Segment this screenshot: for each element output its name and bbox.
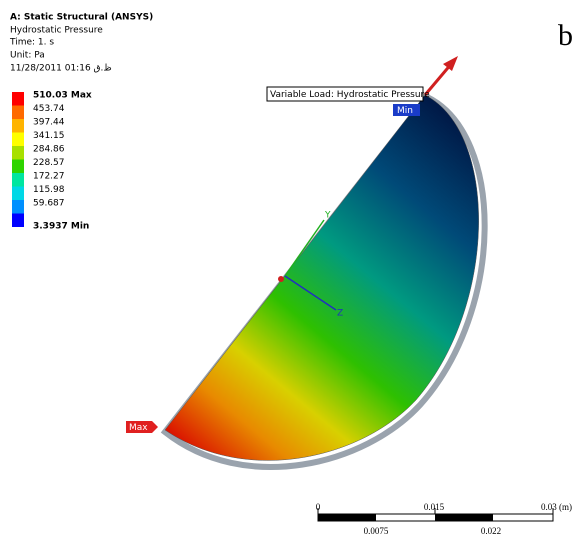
header-line: Unit: Pa: [10, 51, 45, 61]
scale-label: 0.015: [424, 502, 445, 512]
legend-label: 397.44: [33, 118, 65, 128]
max-label: Max: [129, 423, 148, 433]
scale-label: 0.022: [481, 526, 501, 536]
legend-swatch: [12, 173, 24, 187]
load-label: Variable Load: Hydrostatic Pressure: [270, 90, 430, 100]
panel-label: b: [558, 19, 573, 52]
shell-mesh: [165, 95, 479, 460]
legend-swatch: [12, 160, 24, 174]
legend-label: 59.687: [33, 199, 65, 209]
min-label: Min: [397, 106, 413, 116]
legend-swatch: [12, 214, 24, 228]
legend: 510.03 Max 453.74 397.44 341.15 284.86 228.57…: [12, 91, 92, 232]
scale-label: 0: [316, 502, 321, 512]
legend-swatch: [12, 92, 24, 106]
legend-swatch: [12, 187, 24, 201]
legend-label: 172.27: [33, 172, 65, 182]
axis-y-label: Y: [324, 211, 331, 221]
scale-segment: [318, 514, 376, 521]
screenshot: A: Static Structural (ANSYS) Hydrostatic…: [0, 0, 575, 539]
legend-label: 453.74: [33, 104, 65, 114]
header-line: 11/28/2011 01:16 ظ.ق: [10, 64, 112, 74]
header-line: Time: 1. s: [9, 38, 54, 48]
scale-label: 0.03 (m): [541, 502, 572, 512]
legend-swatch: [12, 200, 24, 214]
legend-label: 510.03 Max: [33, 91, 92, 101]
viewport: A: Static Structural (ANSYS) Hydrostatic…: [0, 0, 575, 539]
legend-label: 3.3937 Min: [33, 222, 89, 232]
legend-label: 341.15: [33, 131, 65, 141]
legend-label: 284.86: [33, 145, 65, 155]
scale-label: 0.0075: [364, 526, 389, 536]
legend-swatch: [12, 119, 24, 133]
legend-label: 115.98: [33, 185, 65, 195]
header-title: A: Static Structural (ANSYS): [10, 13, 153, 23]
legend-label: 228.57: [33, 158, 65, 168]
legend-swatch: [12, 133, 24, 147]
origin: [278, 276, 284, 282]
legend-swatch: [12, 146, 24, 160]
axis-z-label: Z: [337, 309, 343, 319]
scale-segment: [435, 514, 493, 521]
header-line: Hydrostatic Pressure: [10, 26, 103, 36]
legend-swatch: [12, 106, 24, 120]
